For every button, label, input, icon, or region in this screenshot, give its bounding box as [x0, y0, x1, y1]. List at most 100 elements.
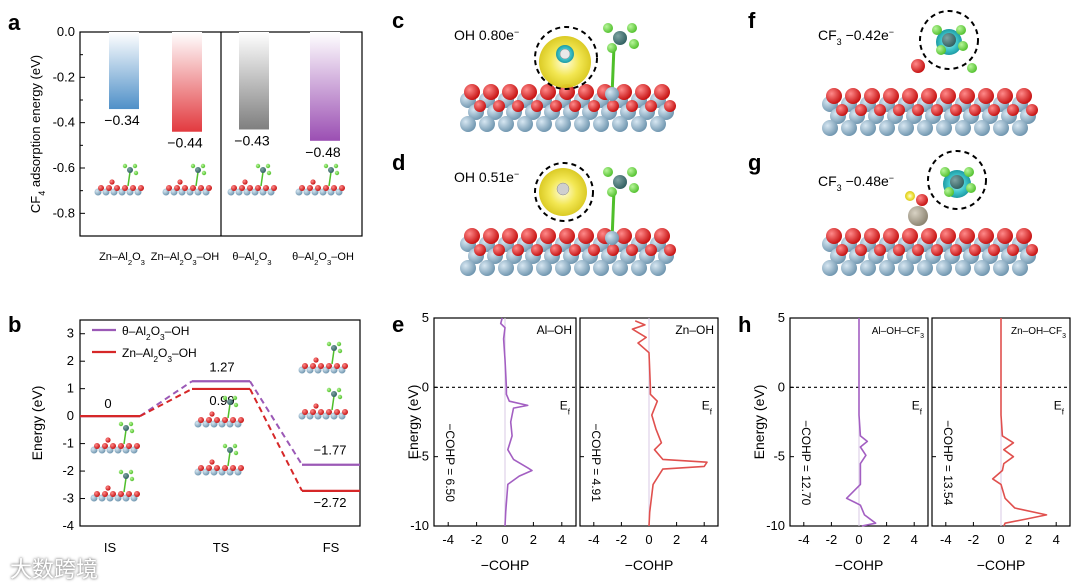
- panel-a-bar-value-3: −0.43: [234, 132, 270, 148]
- cf3-fluorine-atom: [629, 39, 639, 49]
- panel-g-dashed-circle: [927, 150, 987, 210]
- cf3-fluorine-atom: [627, 23, 637, 33]
- thumb-oh-atom: [310, 179, 316, 185]
- thumb-carbon-atom: [123, 425, 129, 431]
- slab-al-atom: [612, 260, 628, 276]
- panel-g-charge-label: CF3 −0.48e−: [818, 173, 894, 193]
- panel-h-xtick-label: -2: [826, 532, 838, 547]
- panel-a-bar-3: [239, 32, 269, 130]
- panel-b-value-label: 1.27: [209, 359, 234, 374]
- panel-a-xtick-label-3-part: θ–Al: [232, 251, 254, 263]
- slab-o-atom: [874, 104, 886, 116]
- thumb-o-atom: [206, 185, 212, 191]
- slab-o-atom: [502, 84, 518, 100]
- panel-b-ytick-label: -3: [62, 491, 74, 506]
- slab-o-atom: [1016, 88, 1032, 104]
- panel-e-ytick-label: -10: [410, 518, 429, 533]
- panel-h-fermi-label-sub: f: [920, 407, 923, 416]
- thumb-bond: [227, 403, 231, 419]
- thumb-o-atom: [126, 443, 132, 449]
- slab-o-atom: [997, 88, 1013, 104]
- panel-b-thumbnail-is-1: [90, 421, 140, 454]
- slab-o-atom: [845, 88, 861, 104]
- panel-e-xtick-label: 0: [645, 532, 652, 547]
- panel-b-legend-label-part: O: [151, 324, 160, 338]
- panel-c-structure: OH 0.80e−: [454, 23, 676, 132]
- slab-al-atom: [593, 116, 609, 132]
- panel-h-fermi-label-2: Ef: [1054, 398, 1065, 416]
- panel-b-ytick-label: 3: [67, 326, 74, 341]
- panel-label-f: f: [748, 8, 756, 33]
- panel-b-thumbnail-ts-1: [194, 395, 244, 428]
- slab-o-atom: [550, 244, 562, 256]
- slab-o-atom: [921, 88, 937, 104]
- panel-a-bar-4: [310, 32, 340, 141]
- panel-b-ytick-label: -2: [62, 463, 74, 478]
- cf3-fluorine-atom: [629, 183, 639, 193]
- slab-o-atom: [512, 244, 524, 256]
- slab-o-atom: [978, 228, 994, 244]
- thumb-o-atom: [334, 409, 340, 415]
- panel-a-ytick-label: -0.2: [53, 69, 75, 84]
- slab-al-atom: [860, 260, 876, 276]
- slab-o-atom: [826, 228, 842, 244]
- thumb-o-atom: [318, 363, 324, 369]
- thumb-carbon-atom: [331, 391, 337, 397]
- panel-a-bar-value-1: −0.34: [104, 112, 140, 128]
- slab-o-atom: [912, 244, 924, 256]
- slab-o-atom: [464, 228, 480, 244]
- cf3-fluorine-atom: [944, 187, 954, 197]
- slab-al-atom: [822, 260, 838, 276]
- panel-a-bar-value-4: −0.48: [305, 144, 341, 160]
- thumb-o-atom: [214, 465, 220, 471]
- panel-e-curve-1: [499, 317, 533, 527]
- thumb-o-atom: [247, 185, 253, 191]
- panel-a-xtick-label-4-part: 3: [327, 258, 331, 267]
- cf3-anchor-atom: [605, 231, 619, 245]
- slab-o-atom: [988, 104, 1000, 116]
- panel-a-xtick-label-1-part: 2: [128, 258, 132, 267]
- panel-h-cohp: Energy (eV)50-5-10-4 -2 0 2 4−COHPAl–OH–CF3E…: [751, 310, 1071, 573]
- panel-b-xtick-label: FS: [323, 540, 340, 555]
- slab-al-atom: [536, 260, 552, 276]
- thumb-oh-atom: [109, 179, 115, 185]
- panel-h-fermi-label-1: Ef: [912, 398, 923, 416]
- slab-al-atom: [593, 260, 609, 276]
- thumb-o-atom: [110, 491, 116, 497]
- slab-al-atom: [879, 120, 895, 136]
- panel-h-xtick-label: 2: [883, 532, 890, 547]
- panel-a-xtick-label-2: Zn–Al2O3–OH: [151, 251, 220, 267]
- thumb-o-atom: [118, 491, 124, 497]
- slab-o-atom: [826, 88, 842, 104]
- thumb-o-atom: [166, 185, 172, 191]
- panel-b-ytick-label: -1: [62, 436, 74, 451]
- panel-h-ytick-label: 0: [778, 379, 785, 394]
- thumb-o-atom: [122, 185, 128, 191]
- slab-al-atom: [822, 120, 838, 136]
- thumb-fluorine-atom: [233, 450, 239, 456]
- thumb-o-atom: [110, 443, 116, 449]
- cf3-carbon-atom: [613, 31, 627, 45]
- slab-al-atom: [536, 116, 552, 132]
- thumb-fluorine-atom: [128, 469, 134, 475]
- thumb-carbon-atom: [123, 473, 129, 479]
- panel-a-ytick-label: -0.4: [53, 115, 75, 130]
- cf3-fluorine-atom: [607, 43, 617, 53]
- panel-a-bar-value-2: −0.44: [167, 135, 203, 151]
- panel-f-dashed-circle: [919, 10, 979, 70]
- panel-e-curve-2: [631, 320, 708, 527]
- thumb-fluorine-atom: [200, 163, 206, 169]
- cf3-fluorine-atom: [966, 183, 976, 193]
- slab-o-atom: [635, 228, 651, 244]
- thumb-o-atom: [307, 185, 313, 191]
- thumb-fluorine-atom: [326, 341, 332, 347]
- slab-o-atom: [616, 84, 632, 100]
- panel-h-xtick-label: 2: [1025, 532, 1032, 547]
- slab-al-atom: [498, 260, 514, 276]
- thumb-o-atom: [106, 185, 112, 191]
- thumb-o-atom: [118, 443, 124, 449]
- panel-a-xtick-label-3-part: O: [259, 251, 268, 263]
- thumb-o-atom: [190, 185, 196, 191]
- panel-a-xtick-label-1: Zn–Al2O3: [99, 251, 145, 267]
- thumb-carbon-atom: [331, 345, 337, 351]
